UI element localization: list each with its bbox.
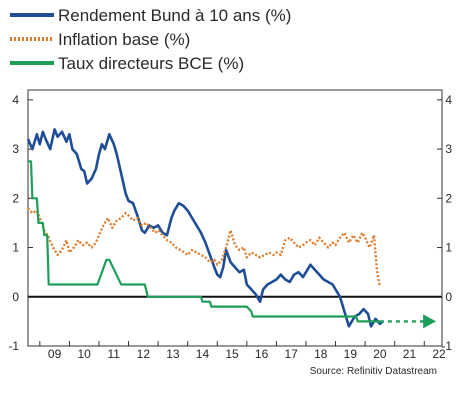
series-bce-line [28, 160, 380, 323]
x-tick-label: 11 [108, 347, 121, 361]
x-tick-label: 10 [78, 347, 92, 361]
x-tick-label: 14 [196, 347, 210, 361]
y-tick-label-right: 2 [445, 191, 452, 205]
y-tick-label-right: -1 [441, 339, 452, 353]
x-tick-label: 18 [314, 347, 328, 361]
legend-label-bce: Taux directeurs BCE (%) [58, 54, 244, 73]
series-bund-line [26, 128, 384, 328]
y-tick-label-right: 1 [445, 241, 452, 255]
x-tick-label: 21 [403, 347, 417, 361]
x-tick-label: 16 [255, 347, 269, 361]
y-tick-label-left: -1 [8, 339, 19, 353]
series-layer [26, 128, 437, 329]
y-tick-label-left: 3 [12, 142, 19, 156]
y-tick-label-right: 0 [445, 290, 452, 304]
x-tick-label: 17 [285, 347, 299, 361]
y-axis-right: -1 0 1 2 3 4 [437, 93, 452, 353]
x-tick-label: 20 [373, 347, 387, 361]
legend-label-bund: Rendement Bund à 10 ans (%) [58, 6, 291, 25]
plot-frame [27, 89, 443, 347]
x-tick-label: 15 [225, 347, 239, 361]
series-inflation-line [27, 207, 382, 288]
x-tick-label: 13 [166, 347, 180, 361]
x-tick-label: 12 [137, 347, 151, 361]
x-tick-label: 22 [432, 347, 446, 361]
y-tick-label-left: 4 [12, 93, 19, 107]
y-tick-label-left: 0 [12, 290, 19, 304]
y-tick-label-left: 2 [12, 191, 19, 205]
x-tick-label: 19 [344, 347, 358, 361]
legend-label-inflation: Inflation base (%) [58, 30, 190, 49]
x-axis: 09 10 11 12 13 14 15 16 17 18 19 20 21 22 [39, 341, 446, 361]
y-tick-label-left: 1 [12, 241, 19, 255]
x-tick-label: 09 [48, 347, 62, 361]
source-note: Source: Refinitiv Datastream [310, 366, 437, 377]
y-tick-label-right: 3 [445, 142, 452, 156]
y-axis-left: -1 0 1 2 3 4 [8, 93, 33, 353]
y-tick-label-right: 4 [445, 93, 452, 107]
legend: Rendement Bund à 10 ans (%) Inflation ba… [10, 6, 291, 73]
forecast-arrowhead [423, 314, 437, 329]
